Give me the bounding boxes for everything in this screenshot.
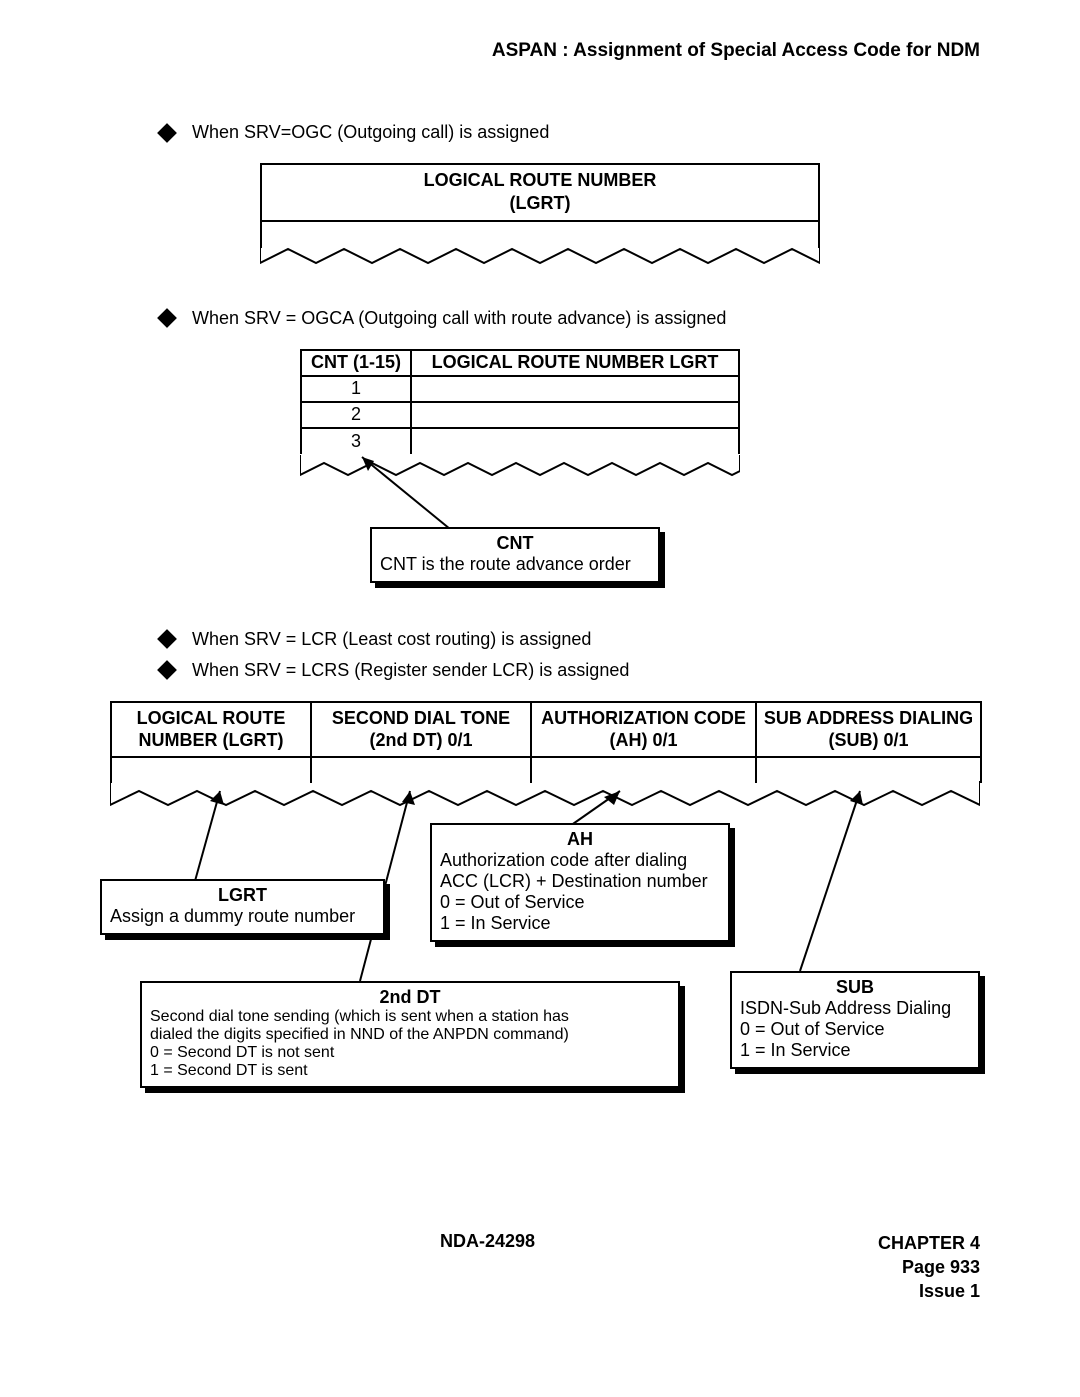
bullet-1: When SRV=OGC (Outgoing call) is assigned	[160, 122, 980, 143]
callout-cnt-title: CNT	[380, 533, 650, 554]
callout-2dt: 2nd DT Second dial tone sending (which i…	[140, 981, 680, 1088]
callout-sub-line1: ISDN-Sub Address Dialing	[740, 998, 970, 1019]
bullet-1-text: When SRV=OGC (Outgoing call) is assigned	[192, 122, 549, 143]
t3-c3: AUTHORIZATION CODE(AH) 0/1	[531, 702, 756, 757]
t1-header-line1: LOGICAL ROUTE NUMBER	[424, 170, 657, 190]
t2-r1: 1	[301, 376, 411, 402]
t3-c1: LOGICAL ROUTENUMBER (LGRT)	[111, 702, 311, 757]
diamond-icon	[157, 629, 177, 649]
bullet-3-text: When SRV = LCR (Least cost routing) is a…	[192, 629, 591, 650]
bullet-2-text: When SRV = OGCA (Outgoing call with rout…	[192, 308, 726, 329]
callout-lgrt-title: LGRT	[110, 885, 375, 906]
callout-sub-title: SUB	[740, 977, 970, 998]
callout-ah-line4: 1 = In Service	[440, 913, 720, 934]
page-header: ASPAN : Assignment of Special Access Cod…	[140, 40, 980, 62]
callout-cnt-line1: CNT is the route advance order	[380, 554, 650, 575]
t3-c4: SUB ADDRESS DIALING(SUB) 0/1	[756, 702, 981, 757]
callout-lgrt: LGRT Assign a dummy route number	[100, 879, 385, 935]
footer-page: Page 933	[878, 1255, 980, 1279]
footer-chapter: CHAPTER 4	[878, 1231, 980, 1255]
callout-2dt-title: 2nd DT	[150, 987, 670, 1008]
page-footer: NDA-24298 CHAPTER 4 Page 933 Issue 1	[140, 1231, 980, 1304]
callout-2dt-line1: Second dial tone sending (which is sent …	[150, 1008, 670, 1026]
t2-col2-header: LOGICAL ROUTE NUMBER LGRT	[411, 350, 739, 376]
bullet-3: When SRV = LCR (Least cost routing) is a…	[160, 629, 980, 650]
callout-ah: AH Authorization code after dialing ACC …	[430, 823, 730, 942]
table-lgrt: LOGICAL ROUTE NUMBER (LGRT)	[260, 163, 820, 248]
diamond-icon	[157, 660, 177, 680]
callout-sub-line2: 0 = Out of Service	[740, 1019, 970, 1040]
bullet-4: When SRV = LCRS (Register sender LCR) is…	[160, 660, 980, 681]
t3-c2: SECOND DIAL TONE(2nd DT) 0/1	[311, 702, 531, 757]
table-lcr: LOGICAL ROUTENUMBER (LGRT) SECOND DIAL T…	[110, 701, 980, 1161]
t2-r2: 2	[301, 402, 411, 428]
callout-lgrt-line1: Assign a dummy route number	[110, 906, 375, 927]
callout-2dt-line2: dialed the digits specified in NND of th…	[150, 1026, 670, 1044]
callout-2dt-line4: 1 = Second DT is sent	[150, 1062, 670, 1080]
callout-ah-line2: ACC (LCR) + Destination number	[440, 871, 720, 892]
callout-ah-line1: Authorization code after dialing	[440, 850, 720, 871]
diamond-icon	[157, 123, 177, 143]
callout-sub-line3: 1 = In Service	[740, 1040, 970, 1061]
callout-ah-line3: 0 = Out of Service	[440, 892, 720, 913]
table-cnt: CNT (1-15) LOGICAL ROUTE NUMBER LGRT 1 2…	[300, 349, 740, 609]
callout-cnt: CNT CNT is the route advance order	[370, 527, 660, 583]
footer-left: NDA-24298	[440, 1231, 535, 1304]
callout-sub: SUB ISDN-Sub Address Dialing 0 = Out of …	[730, 971, 980, 1069]
bullet-4-text: When SRV = LCRS (Register sender LCR) is…	[192, 660, 629, 681]
callout-ah-title: AH	[440, 829, 720, 850]
t2-r3: 3	[301, 428, 411, 454]
t2-col1-header: CNT (1-15)	[301, 350, 411, 376]
diamond-icon	[157, 308, 177, 328]
footer-issue: Issue 1	[878, 1279, 980, 1303]
t1-header-line2: (LGRT)	[510, 193, 571, 213]
callout-2dt-line3: 0 = Second DT is not sent	[150, 1044, 670, 1062]
bullet-2: When SRV = OGCA (Outgoing call with rout…	[160, 308, 980, 329]
